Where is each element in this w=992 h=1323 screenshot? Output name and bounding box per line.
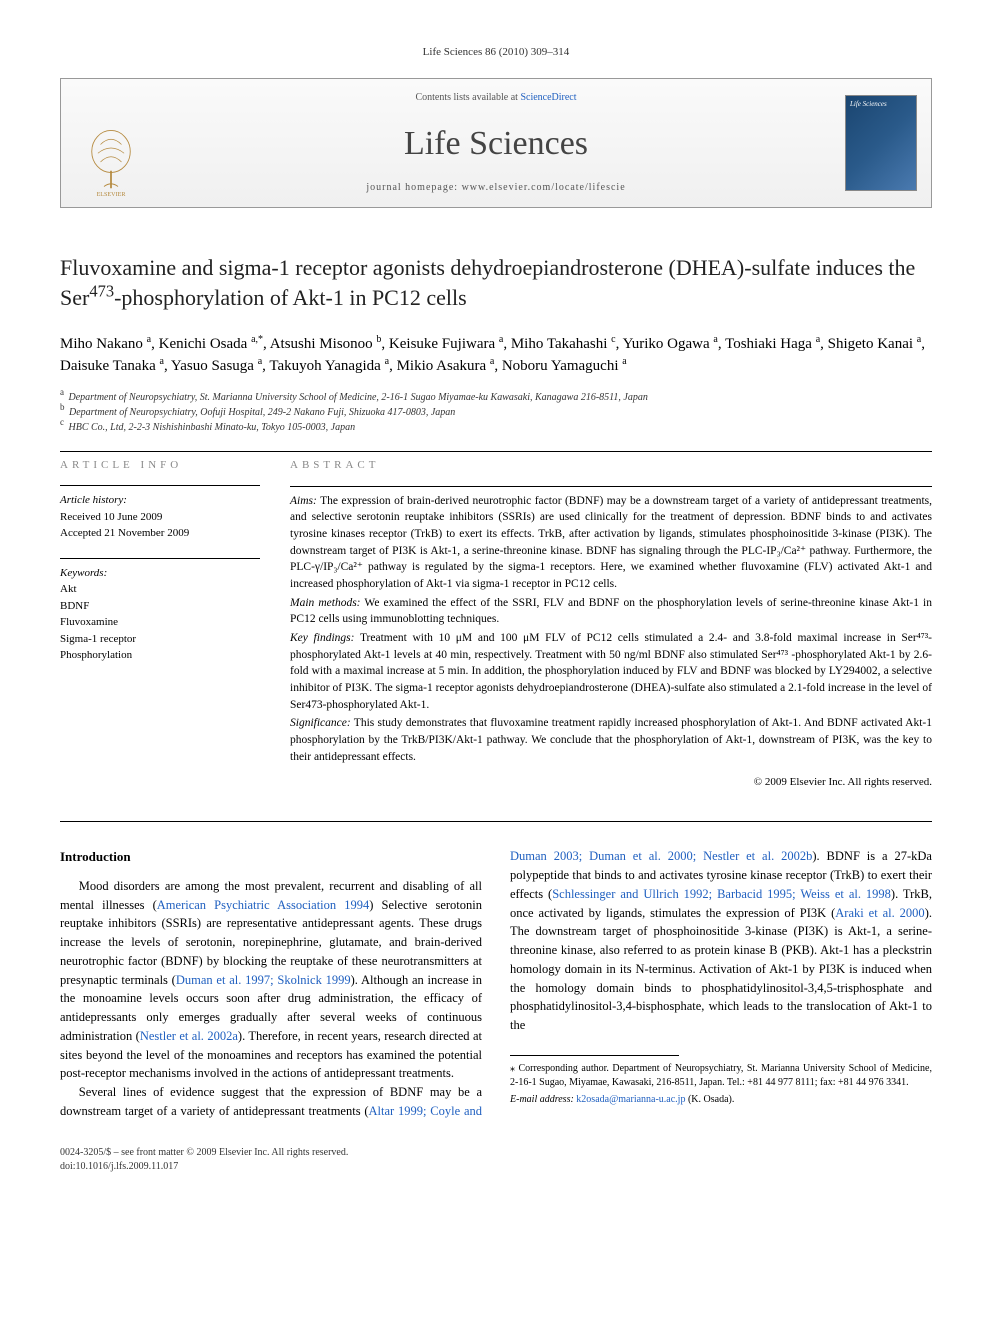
aims-text: The expression of brain-derived neurotro… xyxy=(290,495,932,590)
journal-cover-box: Life Sciences xyxy=(831,79,931,207)
article-history: Article history: Received 10 June 2009 A… xyxy=(60,492,260,542)
author-affiliation-marker: b xyxy=(376,334,381,345)
author: Kenichi Osada a,* xyxy=(159,336,263,352)
homepage-url: www.elsevier.com/locate/lifescie xyxy=(462,182,626,193)
author: Toshiaki Haga a xyxy=(725,336,820,352)
affiliation-list: a Department of Neuropsychiatry, St. Mar… xyxy=(60,390,932,435)
author: Miho Takahashi c xyxy=(511,336,616,352)
email-footnote: E-mail address: k2osada@marianna-u.ac.jp… xyxy=(510,1093,932,1107)
email-who: (K. Osada). xyxy=(688,1094,734,1105)
sciencedirect-link[interactable]: ScienceDirect xyxy=(520,92,576,103)
author: Mikio Asakura a xyxy=(397,358,495,374)
keyword: Akt xyxy=(60,581,260,598)
ref-link[interactable]: Nestler et al. 2002a xyxy=(140,1029,238,1043)
article-info-head: article info xyxy=(60,458,260,473)
author-affiliation-marker: c xyxy=(611,334,615,345)
significance-label: Significance: xyxy=(290,717,351,729)
elsevier-tree-icon: ELSEVIER xyxy=(81,127,141,197)
affiliation: c HBC Co., Ltd, 2-2-3 Nishishinbashi Min… xyxy=(60,420,932,435)
title-post: -phosphorylation of Akt-1 in PC12 cells xyxy=(114,285,467,310)
abstract-findings: Key findings: Treatment with 10 μM and 1… xyxy=(290,630,932,713)
contents-prefix: Contents lists available at xyxy=(415,92,520,103)
section-rule xyxy=(60,451,932,452)
author-affiliation-marker: a xyxy=(622,356,626,367)
author: Miho Nakano a xyxy=(60,336,151,352)
intro-paragraph-1: Mood disorders are among the most preval… xyxy=(60,877,482,1083)
author: Shigeto Kanai a xyxy=(828,336,922,352)
received-date: Received 10 June 2009 xyxy=(60,509,260,526)
findings-label: Key findings: xyxy=(290,632,354,644)
author-affiliation-marker: a xyxy=(159,356,163,367)
keywords-block: Keywords: AktBDNFFluvoxamineSigma-1 rece… xyxy=(60,565,260,664)
email-label: E-mail address: xyxy=(510,1094,574,1105)
homepage-line: journal homepage: www.elsevier.com/locat… xyxy=(366,181,625,195)
page-footer: 0024-3205/$ – see front matter © 2009 El… xyxy=(60,1146,932,1174)
accepted-date: Accepted 21 November 2009 xyxy=(60,525,260,542)
ref-link[interactable]: American Psychiatric Association 1994 xyxy=(157,898,370,912)
methods-text: We examined the effect of the SSRI, FLV … xyxy=(290,597,932,626)
author-affiliation-marker: a xyxy=(490,356,494,367)
publisher-logo-box: ELSEVIER xyxy=(61,79,161,207)
ref-link[interactable]: Schlessinger and Ullrich 1992; Barbacid … xyxy=(552,887,891,901)
author-list: Miho Nakano a, Kenichi Osada a,*, Atsush… xyxy=(60,333,932,378)
significance-text: This study demonstrates that fluvoxamine… xyxy=(290,717,932,762)
author-affiliation-marker: a xyxy=(816,334,820,345)
keywords-label: Keywords: xyxy=(60,565,260,582)
keyword: Sigma-1 receptor xyxy=(60,631,260,648)
corresponding-email-link[interactable]: k2osada@marianna-u.ac.jp xyxy=(576,1094,685,1105)
author-affiliation-marker: a,* xyxy=(251,334,263,345)
title-sup: 473 xyxy=(89,282,114,301)
journal-name: Life Sciences xyxy=(404,120,588,168)
abstract-rule xyxy=(290,486,932,487)
author-affiliation-marker: a xyxy=(499,334,503,345)
ref-link[interactable]: Duman et al. 1997; Skolnick 1999 xyxy=(176,973,351,987)
author: Yasuo Sasuga a xyxy=(171,358,262,374)
corresponding-author-footnote: ⁎ Corresponding author. Department of Ne… xyxy=(510,1062,932,1090)
author: Keisuke Fujiwara a xyxy=(389,336,503,352)
running-head: Life Sciences 86 (2010) 309–314 xyxy=(60,45,932,60)
keyword: BDNF xyxy=(60,598,260,615)
contents-available-line: Contents lists available at ScienceDirec… xyxy=(415,91,576,105)
publisher-name: ELSEVIER xyxy=(97,193,127,198)
author-affiliation-marker: a xyxy=(147,334,151,345)
affiliation: b Department of Neuropsychiatry, Oofuji … xyxy=(60,405,932,420)
methods-label: Main methods: xyxy=(290,597,361,609)
author-affiliation-marker: a xyxy=(385,356,389,367)
history-label: Article history: xyxy=(60,492,260,509)
abstract-methods: Main methods: We examined the effect of … xyxy=(290,595,932,628)
p2-text-d: ). The downstream target of phosphoinosi… xyxy=(510,906,932,1033)
author-affiliation-marker: a xyxy=(258,356,262,367)
author: Atsushi Misonoo b xyxy=(270,336,382,352)
copyright-line: © 2009 Elsevier Inc. All rights reserved… xyxy=(290,775,932,791)
keyword: Fluvoxamine xyxy=(60,614,260,631)
cover-label: Life Sciences xyxy=(850,100,887,108)
doi-line: doi:10.1016/j.lfs.2009.11.017 xyxy=(60,1160,932,1174)
aims-label: Aims: xyxy=(290,495,317,507)
author: Noboru Yamaguchi a xyxy=(502,358,627,374)
author-affiliation-marker: a xyxy=(713,334,717,345)
front-matter-line: 0024-3205/$ – see front matter © 2009 El… xyxy=(60,1146,932,1160)
body-rule xyxy=(60,821,932,822)
keyword: Phosphorylation xyxy=(60,647,260,664)
author-affiliation-marker: a xyxy=(917,334,921,345)
affiliation: a Department of Neuropsychiatry, St. Mar… xyxy=(60,390,932,405)
journal-masthead: ELSEVIER Contents lists available at Sci… xyxy=(60,78,932,208)
author: Takuyoh Yanagida a xyxy=(269,358,389,374)
ref-link[interactable]: Araki et al. 2000 xyxy=(835,906,924,920)
info-rule-2 xyxy=(60,558,260,559)
footnotes: ⁎ Corresponding author. Department of Ne… xyxy=(510,1062,932,1107)
journal-cover-thumbnail: Life Sciences xyxy=(845,95,917,191)
homepage-prefix: journal homepage: xyxy=(366,182,461,193)
introduction-heading: Introduction xyxy=(60,847,482,867)
info-rule xyxy=(60,485,260,486)
findings-text: Treatment with 10 μM and 100 μM FLV of P… xyxy=(290,632,932,711)
abstract-significance: Significance: This study demonstrates th… xyxy=(290,715,932,765)
article-title: Fluvoxamine and sigma-1 receptor agonist… xyxy=(60,253,932,312)
author: Daisuke Tanaka a xyxy=(60,358,164,374)
footnote-rule xyxy=(510,1055,679,1056)
abstract-aims: Aims: The expression of brain-derived ne… xyxy=(290,493,932,593)
abstract-head: abstract xyxy=(290,458,932,474)
author: Yuriko Ogawa a xyxy=(623,336,718,352)
body-columns: Introduction Mood disorders are among th… xyxy=(60,847,932,1120)
